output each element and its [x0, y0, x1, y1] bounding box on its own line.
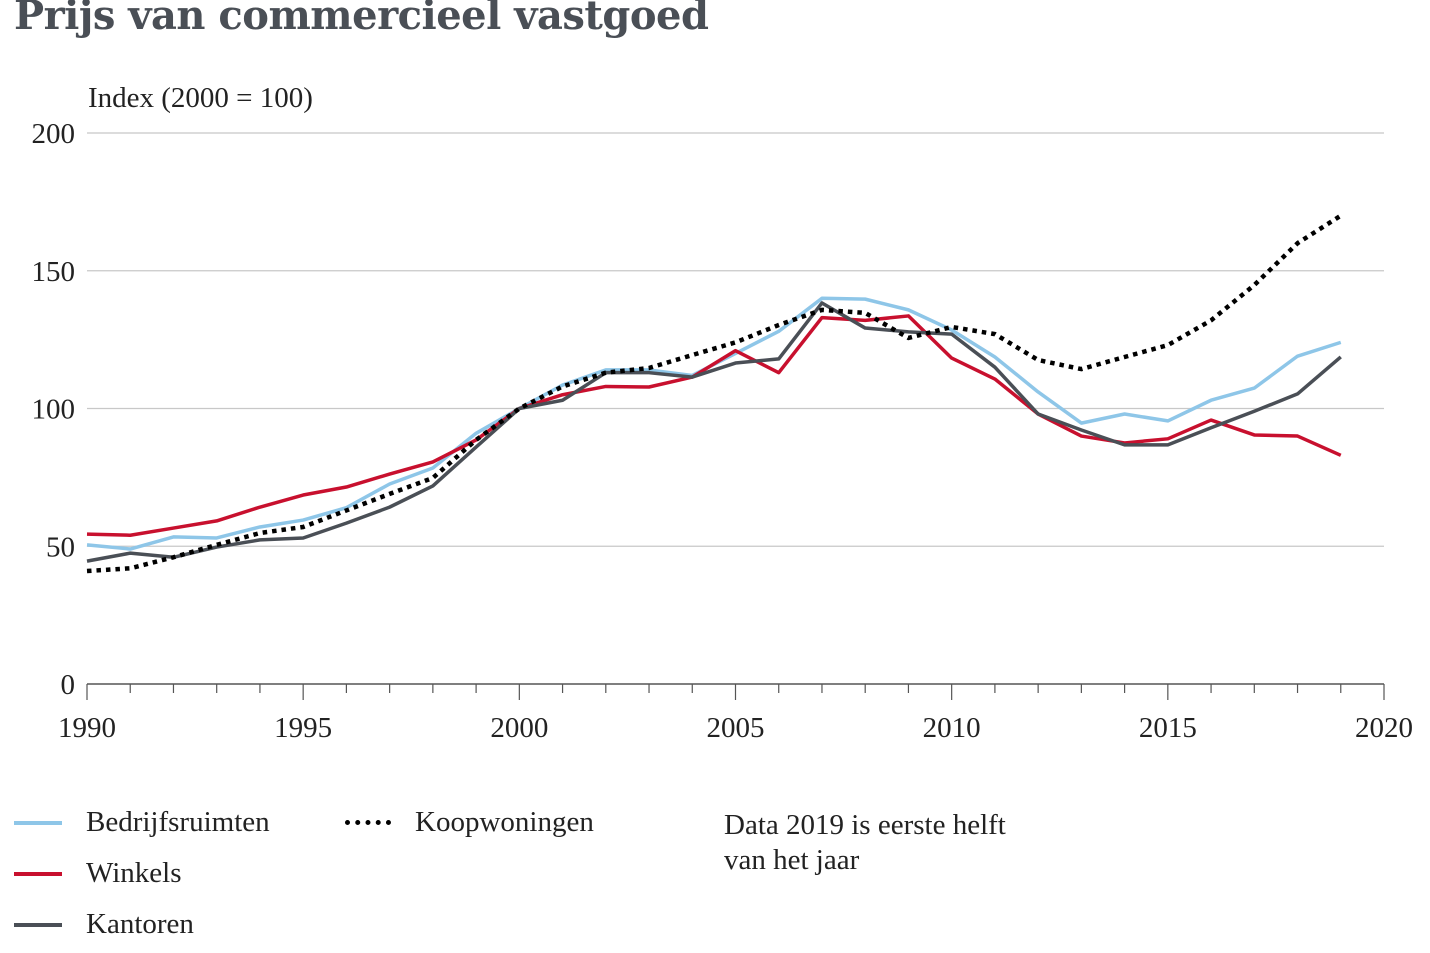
line-chart: Index (2000 = 100) 0 50 100 150 200 1990 1995 20…	[32, 82, 1414, 744]
x-tick-label: 2015	[1139, 712, 1197, 744]
y-tick-label: 200	[32, 118, 76, 150]
legend-swatch	[14, 871, 62, 876]
legend-label: Winkels	[86, 857, 182, 889]
x-tick-label: 2010	[923, 712, 981, 744]
legend-swatch	[14, 922, 62, 927]
x-tick-label: 1990	[58, 712, 116, 744]
series-line-bedrijfsruimten	[86, 296, 1342, 551]
legend-item-winkels: Winkels	[14, 857, 181, 890]
legend-item-koopwoningen: Koopwoningen	[345, 806, 594, 839]
y-axis-label: Index (2000 = 100)	[88, 82, 313, 114]
legend-swatch	[14, 820, 62, 825]
legend-item-bedrijfsruimten: Bedrijfsruimten	[14, 806, 270, 839]
y-tick-label: 100	[32, 394, 76, 426]
chart-title: Prijs van commercieel vastgoed	[14, 0, 709, 39]
legend-label: Koopwoningen	[415, 806, 594, 838]
legend-swatch	[345, 820, 391, 825]
x-tick-label: 2000	[490, 712, 548, 744]
x-tick-label: 1995	[274, 712, 332, 744]
series-line-koopwoningen	[86, 213, 1342, 574]
chart-annotation: Data 2019 is eerste helft van het jaar	[724, 809, 1006, 876]
x-tick-label: 2020	[1355, 712, 1413, 744]
legend-item-kantoren: Kantoren	[14, 908, 194, 941]
series-line-winkels	[86, 314, 1342, 537]
y-tick-label: 50	[46, 531, 75, 563]
y-tick-label: 0	[61, 669, 76, 701]
x-tick-label: 2005	[707, 712, 765, 744]
legend-label: Bedrijfsruimten	[86, 806, 270, 838]
legend-label: Kantoren	[86, 908, 194, 940]
series-line-kantoren	[86, 301, 1342, 563]
y-tick-label: 150	[32, 256, 76, 288]
